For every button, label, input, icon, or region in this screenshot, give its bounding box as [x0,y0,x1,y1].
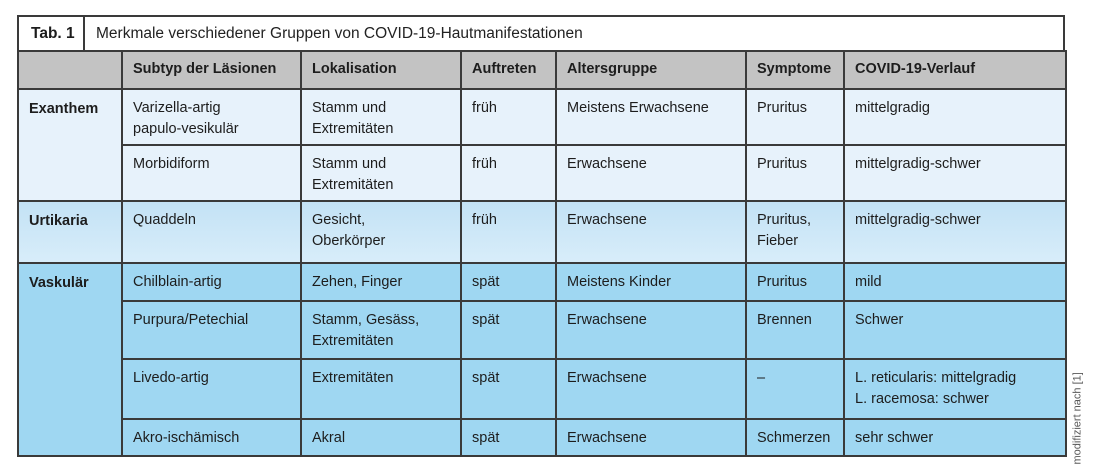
cell-auftreten: früh [460,87,557,147]
cell-auftreten: spät [460,418,557,458]
group-label-vaskulaer: Vaskulär [17,262,123,458]
cell-subtyp: Morbidiform [121,144,302,203]
cell-lokalisation: Gesicht, Oberkörper [300,200,462,265]
cell-altersgruppe: Meistens Erwachsene [555,87,747,147]
cell-subtyp: Livedo-artig [121,358,302,421]
table-row: Morbidiform Stamm und Extremitäten früh … [18,144,1067,203]
cell-symptome: Schmerzen [745,418,845,458]
cell-verlauf: Schwer [843,300,1067,361]
cell-subtyp: Quaddeln [121,200,302,265]
cell-verlauf: L. reticularis: mittelgradig L. racemosa… [843,358,1067,421]
cell-verlauf: mild [843,262,1067,303]
cell-lokalisation: Stamm, Gesäss, Extremitäten [300,300,462,361]
group-label-exanthem: Exanthem [17,87,123,203]
cell-subtyp: Chilblain-artig [121,262,302,303]
cell-lokalisation: Stamm und Extremitäten [300,87,462,147]
cell-verlauf: mittelgradig-schwer [843,144,1067,203]
table-row: Purpura/Petechial Stamm, Gesäss, Extremi… [18,300,1067,361]
table-row: Exanthem Varizella-artig papulo-vesikulä… [17,87,1067,203]
cell-symptome: Pruritus [745,262,845,303]
cell-symptome: Pruritus [745,144,845,203]
table-caption-bar: Tab. 1 Merkmale verschiedener Gruppen vo… [17,15,1065,50]
header-cell-auftreten: Auftreten [460,50,557,90]
cell-lokalisation: Akral [300,418,462,458]
cell-auftreten: früh [460,200,557,265]
covid-manifestations-table: Tab. 1 Merkmale verschiedener Gruppen vo… [17,15,1067,458]
cell-subtyp: Varizella-artig papulo-vesikulär [121,87,302,147]
cell-symptome: Pruritus, Fieber [745,200,845,265]
table-row: Akro-ischämisch Akral spät Erwachsene Sc… [18,418,1067,458]
table-row: Urtikaria Quaddeln Gesicht, Oberkörper f… [17,200,1067,265]
table-number-label: Tab. 1 [19,17,85,50]
header-cell-subtyp: Subtyp der Läsionen [121,50,302,90]
cell-symptome: Brennen [745,300,845,361]
table-row: Vaskulär Chilblain-artig Zehen, Finger s… [17,262,1067,458]
cell-verlauf: sehr schwer [843,418,1067,458]
cell-subtyp: Purpura/Petechial [121,300,302,361]
header-cell-symptome: Symptome [745,50,845,90]
cell-symptome: Pruritus [745,87,845,147]
header-cell-altersgruppe: Altersgruppe [555,50,747,90]
cell-lokalisation: Extremitäten [300,358,462,421]
header-row: Subtyp der Läsionen Lokalisation Auftret… [17,50,1067,90]
cell-subtyp: Akro-ischämisch [121,418,302,458]
group-label-urtikaria: Urtikaria [17,200,123,265]
table-row: Livedo-artig Extremitäten spät Erwachsen… [18,358,1067,421]
cell-auftreten: spät [460,262,557,303]
cell-altersgruppe: Erwachsene [555,300,747,361]
data-table: Subtyp der Läsionen Lokalisation Auftret… [17,50,1067,458]
header-cell-verlauf: COVID-19-Verlauf [843,50,1067,90]
cell-altersgruppe: Erwachsene [555,358,747,421]
source-citation-note: modifiziert nach [1] [1071,372,1084,465]
cell-verlauf: mittelgradig-schwer [843,200,1067,265]
cell-auftreten: spät [460,358,557,421]
cell-auftreten: spät [460,300,557,361]
cell-altersgruppe: Erwachsene [555,200,747,265]
header-cell-lokalisation: Lokalisation [300,50,462,90]
cell-altersgruppe: Erwachsene [555,418,747,458]
cell-symptome: – [745,358,845,421]
cell-altersgruppe: Meistens Kinder [555,262,747,303]
cell-auftreten: früh [460,144,557,203]
table-title: Merkmale verschiedener Gruppen von COVID… [96,24,583,42]
cell-lokalisation: Stamm und Extremitäten [300,144,462,203]
cell-verlauf: mittelgradig [843,87,1067,147]
cell-altersgruppe: Erwachsene [555,144,747,203]
cell-lokalisation: Zehen, Finger [300,262,462,303]
header-cell-group [17,50,123,90]
